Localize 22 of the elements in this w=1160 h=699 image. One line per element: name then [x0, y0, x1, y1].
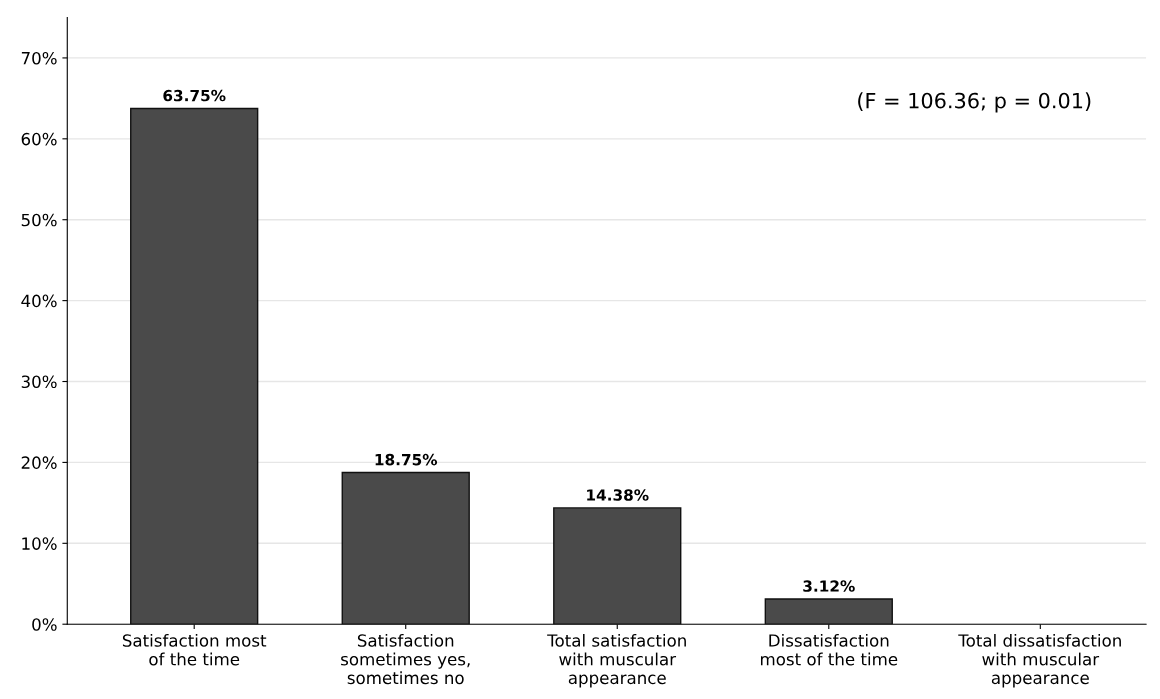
x-tick-label: Dissatisfaction most of the time	[760, 633, 898, 666]
annotation: (F = 106.36; p = 0.01)	[858, 92, 1091, 113]
y-tick-label: 10%	[22, 537, 57, 550]
y-tick-label: 20%	[21, 456, 57, 469]
y-tick-label: 30%	[21, 375, 57, 389]
bar	[341, 471, 470, 625]
y-tick-label: 50%	[21, 213, 57, 227]
bar	[764, 598, 893, 625]
x-tick-label: Satisfaction most of the time	[122, 633, 267, 666]
y-tick-label: 60%	[21, 132, 57, 146]
data-label: 18.75%	[375, 453, 438, 466]
data-label: 14.38%	[587, 489, 649, 501]
data-label: 63.75%	[163, 89, 226, 102]
x-tick-label: Satisfaction sometimes yes, sometimes no	[341, 633, 470, 685]
bar	[553, 507, 682, 625]
y-tick-label: 70%	[21, 51, 57, 65]
x-tick-label: Total satisfaction with muscular appearance	[547, 633, 686, 688]
data-label: 3.12%	[803, 580, 855, 592]
y-tick-label: 0%	[32, 618, 57, 631]
bar	[130, 107, 259, 625]
x-tick-label: Total dissatisfaction with muscular appearance	[958, 633, 1121, 688]
y-tick-label: 40%	[21, 294, 57, 308]
